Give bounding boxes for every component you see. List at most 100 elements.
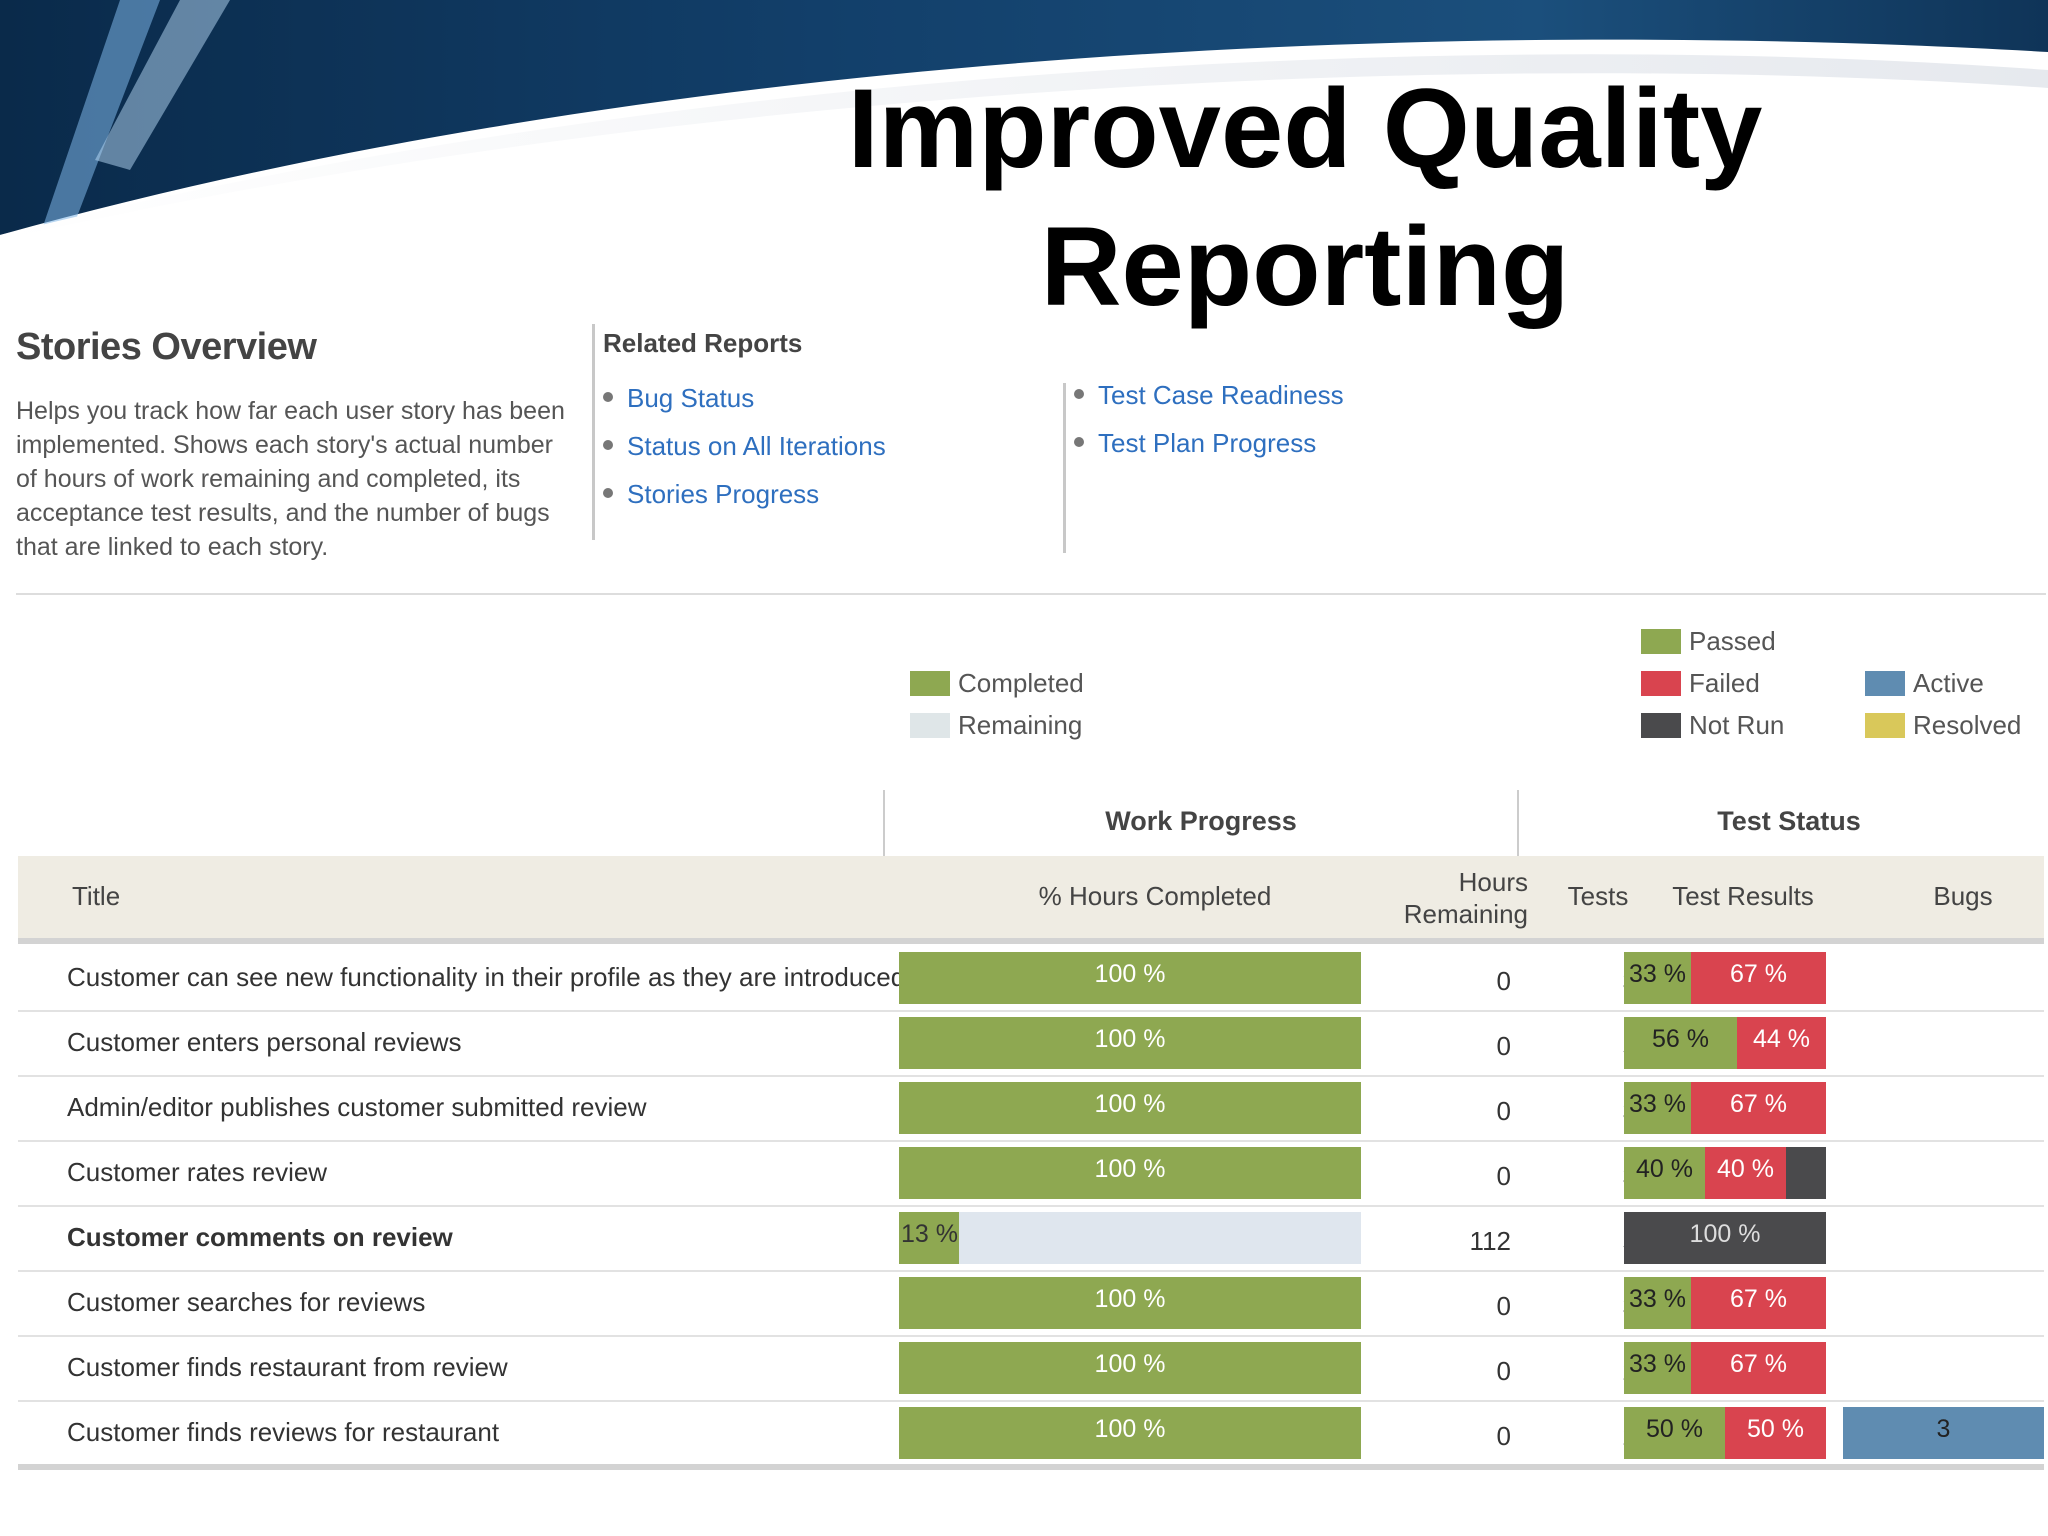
section-divider bbox=[16, 593, 2046, 595]
tests-count: 3 bbox=[1538, 1270, 1637, 1335]
related-report-link[interactable]: Test Plan Progress bbox=[1074, 419, 1344, 467]
hours-remaining-value: 0 bbox=[1496, 1161, 1511, 1191]
hours-remaining-value: 0 bbox=[1496, 1031, 1511, 1061]
legend-item: Completed bbox=[910, 668, 1084, 699]
test-result-segment-failed: 67 % bbox=[1691, 952, 1826, 1004]
table-header-underline bbox=[18, 938, 2044, 944]
table-row[interactable]: Customer can see new functionality in th… bbox=[18, 945, 2044, 1012]
table-row[interactable]: Admin/editor publishes customer submitte… bbox=[18, 1075, 2044, 1142]
column-pct-hours-completed[interactable]: % Hours Completed bbox=[1038, 881, 1272, 911]
table-row[interactable]: Customer finds reviews for restaurant 100… bbox=[18, 1400, 2044, 1467]
story-title[interactable]: Customer enters personal reviews bbox=[67, 1027, 462, 1057]
test-results-bar: 100 % bbox=[1624, 1212, 1826, 1264]
legend-label: Completed bbox=[958, 668, 1084, 698]
legend-swatch bbox=[1641, 629, 1681, 654]
test-result-segment-failed: 44 % bbox=[1737, 1017, 1826, 1069]
hours-completed-segment: 100 % bbox=[899, 952, 1361, 1004]
column-test-results[interactable]: Test Results bbox=[1672, 881, 1814, 911]
legend-item: Resolved bbox=[1865, 710, 2021, 741]
column-title[interactable]: Title bbox=[72, 881, 121, 911]
test-result-segment-passed: 33 % bbox=[1624, 1342, 1691, 1394]
hours-remaining-segment bbox=[899, 1212, 1361, 1264]
legend-label: Passed bbox=[1689, 626, 1776, 656]
hours-completed-segment: 100 % bbox=[899, 1407, 1361, 1459]
hours-remaining-value: 0 bbox=[1496, 1421, 1511, 1451]
bullet-icon bbox=[603, 488, 613, 499]
column-hours-remaining-line-1: Hours bbox=[1458, 867, 1528, 897]
related-report-link-label: Test Case Readiness bbox=[1098, 380, 1344, 410]
hours-completed-segment: 100 % bbox=[899, 1277, 1361, 1329]
table-row[interactable]: Customer comments on review 13 % 112 5100 % bbox=[18, 1205, 2044, 1272]
header-banner bbox=[0, 0, 2048, 250]
story-title[interactable]: Admin/editor publishes customer submitte… bbox=[67, 1092, 647, 1122]
related-reports-title: Related Reports bbox=[603, 328, 803, 358]
test-result-segment-passed: 33 % bbox=[1624, 1277, 1691, 1329]
legend-item: Not Run bbox=[1641, 710, 1784, 741]
hours-completed-bar: 13 % bbox=[899, 1212, 1361, 1264]
test-result-segment-passed: 40 % bbox=[1624, 1147, 1705, 1199]
column-tests[interactable]: Tests bbox=[1567, 881, 1629, 911]
legend-swatch bbox=[910, 713, 950, 738]
test-status-header: Test Status bbox=[1717, 806, 1861, 836]
test-result-segment-failed: 67 % bbox=[1691, 1082, 1826, 1134]
tests-count: 5 bbox=[1538, 1205, 1637, 1270]
story-title[interactable]: Customer rates review bbox=[67, 1157, 328, 1187]
test-result-segment-failed: 67 % bbox=[1691, 1342, 1826, 1394]
table-header: Title % Hours Completed Hours Remaining … bbox=[18, 856, 2044, 938]
table-row[interactable]: Customer finds restaurant from review 100… bbox=[18, 1335, 2044, 1402]
hours-completed-segment: 100 % bbox=[899, 1342, 1361, 1394]
stories-overview-title: Stories Overview bbox=[16, 326, 317, 368]
table-row[interactable]: Customer enters personal reviews 100 % 055… bbox=[18, 1010, 2044, 1077]
column-bugs[interactable]: Bugs bbox=[1933, 881, 1993, 911]
hours-completed-bar: 100 % bbox=[899, 1017, 1361, 1069]
legend-swatch bbox=[910, 671, 950, 696]
hours-remaining-value: 112 bbox=[1469, 1226, 1511, 1256]
bullet-icon bbox=[1074, 437, 1084, 448]
test-results-bar: 33 % 67 % bbox=[1624, 952, 1826, 1004]
test-results-bar: 33 % 67 % bbox=[1624, 1082, 1826, 1134]
story-title[interactable]: Customer can see new functionality in th… bbox=[67, 962, 906, 992]
story-title[interactable]: Customer finds reviews for restaurant bbox=[67, 1417, 500, 1447]
test-result-segment-notrun bbox=[1786, 1147, 1826, 1199]
related-report-link[interactable]: Status on All Iterations bbox=[603, 422, 886, 470]
test-result-segment-notrun: 100 % bbox=[1624, 1212, 1826, 1264]
slide-title: Improved Quality Reporting bbox=[740, 60, 1870, 336]
related-report-link[interactable]: Stories Progress bbox=[603, 470, 886, 518]
tests-count: 5 bbox=[1538, 1010, 1637, 1075]
test-result-segment-passed: 56 % bbox=[1624, 1017, 1737, 1069]
test-result-segment-passed: 33 % bbox=[1624, 1082, 1691, 1134]
test-results-bar: 33 % 67 % bbox=[1624, 1277, 1826, 1329]
related-report-link[interactable]: Test Case Readiness bbox=[1074, 371, 1344, 419]
bullet-icon bbox=[1074, 389, 1084, 400]
table-row[interactable]: Customer searches for reviews 100 % 0333 %… bbox=[18, 1270, 2044, 1337]
related-reports-list-2: Test Case Readiness Test Plan Progress bbox=[1074, 371, 1344, 467]
table-row[interactable]: Customer rates review 100 % 0340 %40 % bbox=[18, 1140, 2044, 1207]
hours-completed-segment: 100 % bbox=[899, 1082, 1361, 1134]
column-hours-remaining[interactable]: Hours Remaining bbox=[1398, 866, 1528, 930]
hours-completed-segment: 13 % bbox=[899, 1212, 959, 1264]
work-progress-header: Work Progress bbox=[1105, 806, 1297, 836]
legend-label: Remaining bbox=[958, 710, 1083, 740]
story-title[interactable]: Customer comments on review bbox=[67, 1222, 453, 1252]
bullet-icon bbox=[603, 392, 613, 403]
hours-remaining-value: 0 bbox=[1496, 1356, 1511, 1386]
tests-count: 2 bbox=[1538, 1335, 1637, 1400]
related-report-link-label: Stories Progress bbox=[627, 479, 820, 509]
related-report-link-label: Test Plan Progress bbox=[1098, 428, 1317, 458]
legend-item: Active bbox=[1865, 668, 1984, 699]
test-result-segment-failed: 67 % bbox=[1691, 1277, 1826, 1329]
hours-completed-bar: 100 % bbox=[899, 1147, 1361, 1199]
test-result-segment-passed: 50 % bbox=[1624, 1407, 1725, 1459]
test-results-bar: 56 % 44 % bbox=[1624, 1017, 1826, 1069]
story-title[interactable]: Customer searches for reviews bbox=[67, 1287, 426, 1317]
legend-item: Remaining bbox=[910, 710, 1082, 741]
related-report-link[interactable]: Bug Status bbox=[603, 374, 886, 422]
test-results-bar: 40 % 40 % bbox=[1624, 1147, 1826, 1199]
tests-count: 3 bbox=[1538, 945, 1637, 1010]
legend-label: Not Run bbox=[1689, 710, 1785, 740]
slide-title-line-1: Improved Quality bbox=[847, 66, 1763, 191]
story-title[interactable]: Customer finds restaurant from review bbox=[67, 1352, 508, 1382]
tests-count: 3 bbox=[1538, 1140, 1637, 1205]
hours-remaining-value: 0 bbox=[1496, 1291, 1511, 1321]
legend-item: Passed bbox=[1641, 626, 1776, 657]
